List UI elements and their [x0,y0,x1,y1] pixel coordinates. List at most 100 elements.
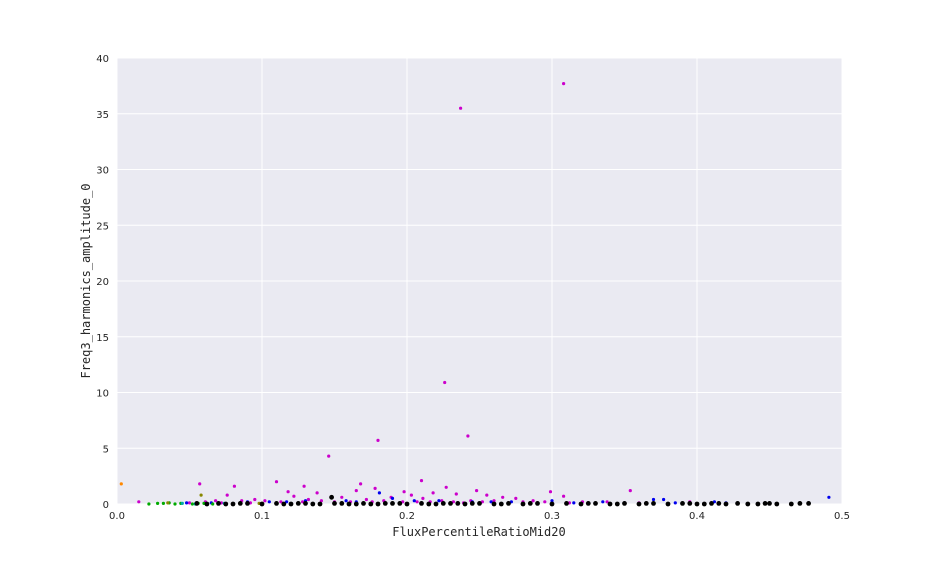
data-point [673,501,677,505]
data-point [601,500,605,504]
x-tick-label: 0.3 [544,511,560,522]
data-point [572,501,576,505]
data-point [204,501,210,507]
data-point [161,501,165,505]
data-point [279,500,283,504]
data-point [827,495,831,499]
x-tick-label: 0.1 [254,511,270,522]
data-point [433,501,439,507]
data-point [549,501,555,507]
data-point [437,499,441,503]
data-point [628,489,632,493]
data-point [361,501,366,506]
data-point [292,494,296,498]
data-point [421,496,425,500]
data-point [607,501,613,507]
data-point [455,501,461,506]
y-tick-label: 25 [96,221,109,232]
data-point [404,501,410,507]
data-point [806,501,811,506]
data-point [225,493,229,497]
data-point [415,500,419,504]
data-point [506,501,511,506]
data-point [390,496,395,500]
data-point [317,501,323,507]
data-point [390,501,395,506]
data-point [745,501,751,507]
data-point [466,434,470,438]
y-tick-label: 10 [96,389,109,400]
data-point [564,501,569,506]
data-point [253,497,257,502]
data-point [501,495,505,499]
data-point [701,501,707,507]
data-point [340,495,344,499]
data-point [531,499,535,503]
data-point [491,501,497,507]
data-point [190,502,194,506]
data-point [485,493,489,497]
data-point [680,501,685,506]
data-point [622,501,627,506]
y-tick-label: 40 [96,54,109,65]
data-point [375,501,381,507]
data-point [562,82,566,86]
data-point [402,490,406,494]
data-point [373,486,377,490]
data-point [382,501,388,506]
data-point [199,493,203,497]
y-tick-label: 15 [96,333,109,344]
data-point [550,499,554,503]
data-point [285,500,289,504]
y-axis-label: Freq3_harmonics_amplitude_0 [79,183,93,378]
data-point [245,501,250,506]
data-point [288,501,294,507]
series-4 [166,493,261,505]
data-point [636,501,642,507]
data-point [295,501,301,506]
data-point [364,497,368,502]
data-point [409,493,413,497]
data-point [173,502,177,506]
data-point [344,499,348,503]
data-point [166,501,170,505]
x-axis-label: FluxPercentileRatioMid20 [392,525,565,539]
data-point [319,499,323,503]
data-point [687,501,693,506]
y-tick-label: 35 [96,110,109,121]
data-point [755,501,761,507]
data-point [548,490,553,494]
data-point [788,501,794,507]
series-6 [194,494,811,507]
data-point [156,501,160,505]
x-tick-label: 0.2 [399,511,415,522]
x-tick-labels: 0.0 0.1 0.2 0.3 0.4 0.5 [109,511,850,522]
y-tick-label: 30 [96,166,109,177]
data-point [274,480,279,484]
data-point [377,491,381,495]
data-point [180,501,184,505]
data-point [353,501,359,507]
data-point [709,501,714,506]
data-point [797,501,803,506]
data-point [735,501,740,506]
data-point [477,501,482,506]
data-point [448,501,453,506]
data-point [286,490,290,494]
y-tick-label: 5 [103,444,109,455]
data-point [527,501,533,506]
data-point [412,499,416,503]
data-point [462,501,468,507]
data-point [332,501,337,506]
data-point [426,501,432,507]
data-point [214,499,218,503]
data-point [223,501,229,507]
data-point [346,501,352,507]
grid-lines [116,57,843,505]
y-tick-label: 20 [96,277,109,288]
data-point [259,501,265,507]
data-point [475,489,479,493]
data-point [185,501,189,505]
x-tick-label: 0.5 [834,511,850,522]
